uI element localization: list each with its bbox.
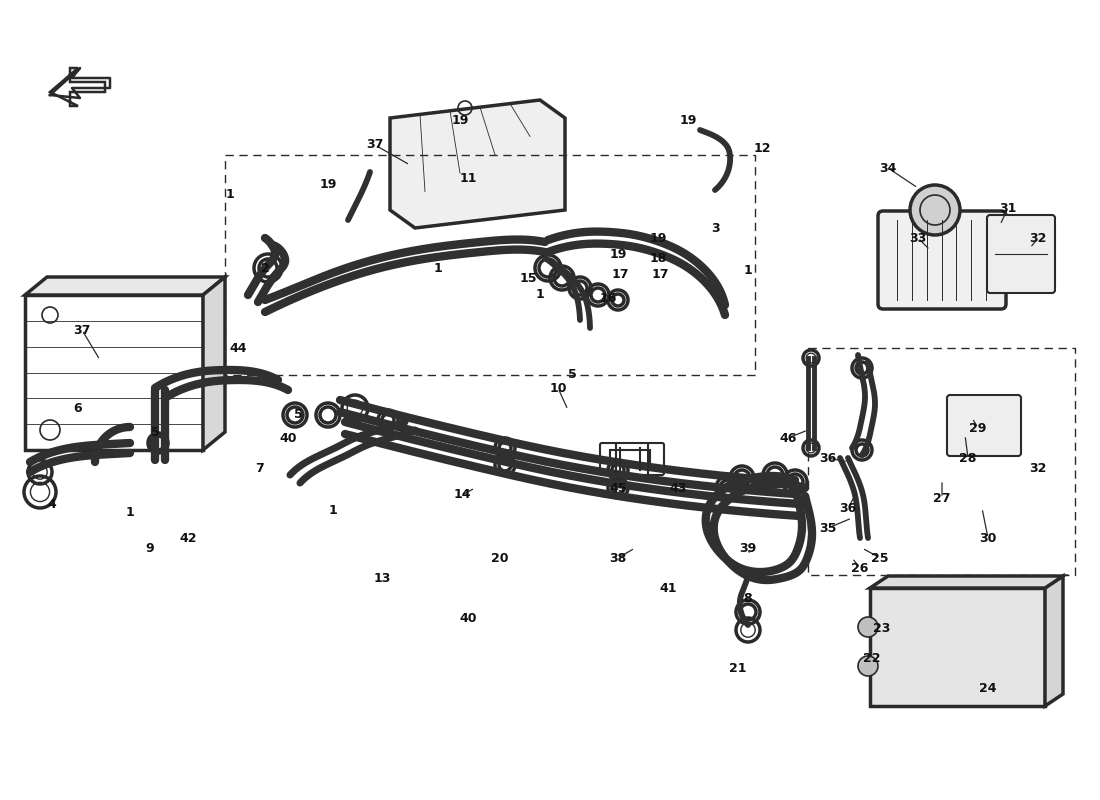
Polygon shape: [870, 588, 1045, 706]
Text: 44: 44: [229, 342, 246, 354]
Text: 5: 5: [294, 409, 302, 422]
Polygon shape: [50, 68, 104, 106]
Text: 3: 3: [712, 222, 720, 234]
Text: 1: 1: [433, 262, 442, 274]
Text: 1: 1: [125, 506, 134, 518]
Text: 8: 8: [744, 591, 752, 605]
Text: 15: 15: [519, 271, 537, 285]
Text: 45: 45: [609, 482, 627, 494]
Text: 24: 24: [979, 682, 997, 694]
Text: 1: 1: [744, 263, 752, 277]
Text: 6: 6: [74, 402, 82, 414]
Text: 37: 37: [74, 323, 90, 337]
Circle shape: [858, 656, 878, 676]
Text: 19: 19: [319, 178, 337, 191]
Text: 12: 12: [754, 142, 771, 154]
Text: 19: 19: [451, 114, 469, 126]
Polygon shape: [50, 68, 110, 98]
Text: 4: 4: [47, 498, 56, 511]
Text: 36: 36: [820, 451, 837, 465]
Polygon shape: [204, 277, 226, 450]
Text: 32: 32: [1030, 231, 1047, 245]
Polygon shape: [25, 277, 226, 295]
Text: 34: 34: [879, 162, 896, 174]
Text: 10: 10: [549, 382, 566, 394]
Text: 27: 27: [933, 491, 950, 505]
Text: 5: 5: [568, 369, 576, 382]
FancyBboxPatch shape: [947, 395, 1021, 456]
Polygon shape: [1045, 576, 1063, 706]
Text: 21: 21: [729, 662, 747, 674]
Text: 32: 32: [1030, 462, 1047, 474]
Text: 30: 30: [979, 531, 997, 545]
Text: 42: 42: [179, 531, 197, 545]
Text: 1: 1: [536, 289, 544, 302]
FancyBboxPatch shape: [878, 211, 1006, 309]
Text: 1: 1: [329, 503, 338, 517]
Circle shape: [910, 185, 960, 235]
Text: 40: 40: [460, 611, 476, 625]
Text: 29: 29: [969, 422, 987, 434]
Text: 19: 19: [609, 249, 627, 262]
Text: 17: 17: [612, 269, 629, 282]
Text: 46: 46: [779, 431, 796, 445]
Text: 14: 14: [453, 489, 471, 502]
Text: 2: 2: [261, 262, 270, 274]
Text: 9: 9: [145, 542, 154, 554]
Text: 19: 19: [649, 231, 667, 245]
Text: 33: 33: [910, 231, 926, 245]
Polygon shape: [870, 576, 1063, 588]
Text: 37: 37: [366, 138, 384, 151]
Text: 28: 28: [959, 451, 977, 465]
Text: 1: 1: [226, 189, 234, 202]
Circle shape: [858, 617, 878, 637]
Text: 39: 39: [739, 542, 757, 554]
Text: 43: 43: [669, 482, 686, 494]
Text: 11: 11: [460, 171, 476, 185]
Text: 20: 20: [492, 551, 508, 565]
Text: 7: 7: [255, 462, 264, 474]
Text: 35: 35: [820, 522, 837, 534]
Text: 41: 41: [659, 582, 676, 594]
Text: 38: 38: [609, 551, 627, 565]
Text: 31: 31: [999, 202, 1016, 214]
Text: 36: 36: [839, 502, 857, 514]
Text: 17: 17: [651, 269, 669, 282]
Text: 26: 26: [851, 562, 869, 574]
Text: 19: 19: [680, 114, 696, 126]
Text: 40: 40: [279, 431, 297, 445]
Polygon shape: [390, 100, 565, 228]
Text: 18: 18: [649, 251, 667, 265]
Text: 5: 5: [151, 426, 160, 438]
Text: 25: 25: [871, 551, 889, 565]
FancyBboxPatch shape: [987, 215, 1055, 293]
Text: 22: 22: [864, 651, 881, 665]
Text: 16: 16: [600, 291, 617, 305]
Text: 13: 13: [373, 571, 390, 585]
Text: 23: 23: [873, 622, 891, 634]
